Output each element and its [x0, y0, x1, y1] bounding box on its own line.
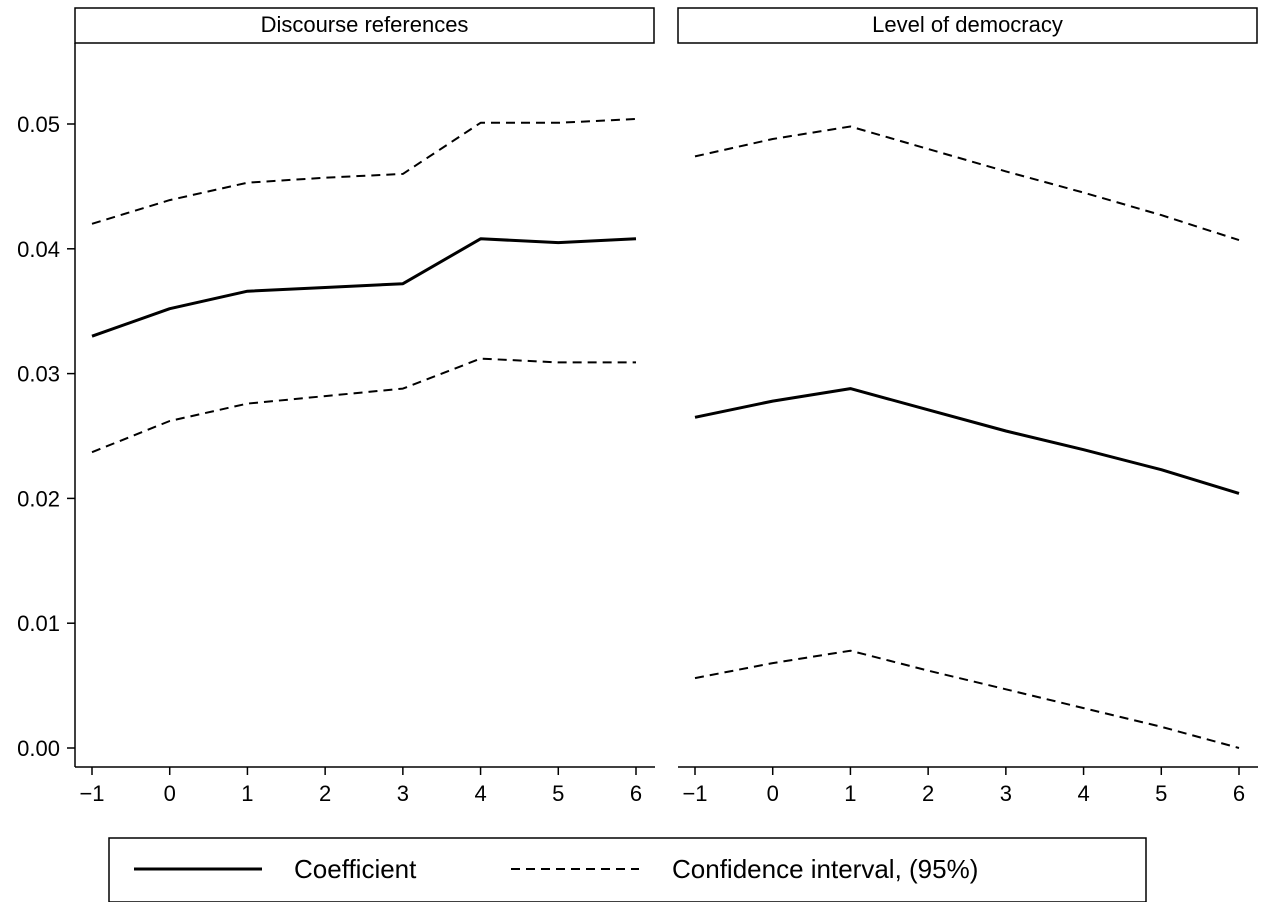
plot-area: −1 0 1 2 3 4 5 6: [678, 125, 1258, 806]
x-tick-label: 3: [397, 781, 409, 806]
x-tick-label: 2: [319, 781, 331, 806]
y-tick-label: 0.04: [17, 237, 60, 262]
lower-confidence-line: [694, 649, 1240, 749]
upper-confidence-line: [694, 125, 1240, 242]
x-tick-label: 1: [241, 781, 253, 806]
x-tick-label: 3: [1000, 781, 1012, 806]
legend: Coefficient Confidence interval, (95%): [108, 837, 1147, 902]
panel-header-box: [74, 7, 655, 44]
legend-label-coefficient: Coefficient: [294, 854, 417, 884]
x-tick-label: 6: [1233, 781, 1245, 806]
x-tick-label: 4: [474, 781, 486, 806]
x-tick-label: −1: [682, 781, 707, 806]
x-tick-label: 0: [164, 781, 176, 806]
x-tick-label: 5: [1155, 781, 1167, 806]
legend-box: [108, 837, 1147, 902]
legend-label-confidence-interval: Confidence interval, (95%): [672, 854, 978, 884]
x-tick-label: 5: [552, 781, 564, 806]
upper-confidence-line: [91, 118, 637, 225]
panel-title: Discourse references: [261, 12, 469, 37]
panel-discourse-references: Discourse references 0.000.010.020.030.0…: [17, 7, 655, 806]
panel-title: Level of democracy: [872, 12, 1063, 37]
y-tick-label: 0.00: [17, 736, 60, 761]
x-tick-label: 0: [767, 781, 779, 806]
plot-area: 0.00 0.01 0.02 0.03 0.04 0.05 −1 0 1 2 3 4 5 6: [17, 43, 655, 806]
x-tick-label: 1: [844, 781, 856, 806]
x-tick-label: 4: [1077, 781, 1089, 806]
y-tick-label: 0.02: [17, 486, 60, 511]
y-tick-label: 0.05: [17, 112, 60, 137]
lower-confidence-line: [91, 357, 636, 454]
x-tick-label: 2: [922, 781, 934, 806]
y-tick-label: 0.01: [17, 611, 60, 636]
coefficient-line: [91, 237, 637, 338]
panel-header-box: [677, 7, 1258, 44]
x-tick-label: −1: [79, 781, 104, 806]
x-tick-label: 6: [630, 781, 642, 806]
panel-level-of-democracy: Level of democracy −1 0 1 2 3 4 5 6: [677, 7, 1258, 806]
coefficient-line: [694, 387, 1240, 495]
y-tick-label: 0.03: [17, 362, 60, 387]
